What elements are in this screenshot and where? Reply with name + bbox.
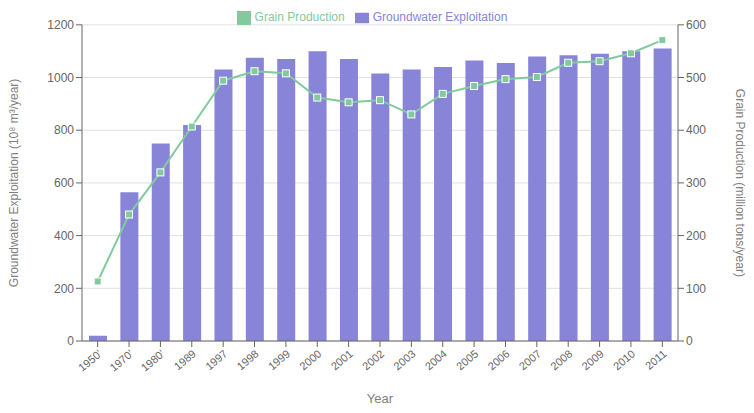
svg-text:600: 600 [54, 176, 74, 190]
svg-text:2008: 2008 [548, 347, 574, 372]
svg-text:300: 300 [686, 176, 706, 190]
svg-text:2010: 2010 [611, 347, 637, 372]
html-text:Groundwater Exploitation: Groundwater Exploitation [372, 10, 508, 24]
svg-text:400: 400 [54, 229, 74, 243]
html-text:Grain Production: Grain Production [254, 10, 345, 24]
svg-text:2003: 2003 [391, 347, 417, 372]
svg-text:100: 100 [686, 282, 706, 296]
svg-text:200: 200 [54, 282, 74, 296]
svg-text:1989: 1989 [172, 347, 198, 372]
svg-text:600: 600 [686, 18, 706, 32]
svg-text:1999: 1999 [266, 347, 292, 372]
svg-text:2001: 2001 [328, 347, 354, 372]
svg-text:2004: 2004 [423, 347, 449, 372]
svg-text:1950': 1950' [76, 347, 104, 373]
svg-text:2007: 2007 [517, 347, 543, 372]
svg-text:Groundwater Exploitation (10⁸: Groundwater Exploitation (10⁸ m³/year) [8, 79, 21, 287]
svg-text:0: 0 [67, 334, 74, 348]
svg-text:2009: 2009 [579, 347, 605, 372]
svg-text:0: 0 [686, 334, 693, 348]
svg-text:2005: 2005 [454, 347, 480, 372]
svg-text:800: 800 [54, 123, 74, 137]
svg-text:2011: 2011 [643, 347, 669, 371]
svg-text:1970': 1970' [107, 347, 135, 373]
svg-text:500: 500 [686, 71, 706, 85]
svg-text:1000: 1000 [47, 71, 74, 85]
svg-text:1997: 1997 [203, 347, 229, 372]
svg-text:Grain Production (million tons: Grain Production (million tons/year) [733, 89, 746, 277]
svg-text:400: 400 [686, 123, 706, 137]
svg-text:200: 200 [686, 229, 706, 243]
svg-text:2006: 2006 [485, 347, 511, 372]
svg-text:Year: Year [367, 391, 394, 406]
svg-text:1980': 1980' [139, 347, 167, 373]
svg-text:1998: 1998 [234, 347, 260, 372]
svg-text:2000: 2000 [297, 347, 323, 372]
svg-text:1200: 1200 [47, 18, 74, 32]
svg-text:2002: 2002 [360, 347, 386, 372]
